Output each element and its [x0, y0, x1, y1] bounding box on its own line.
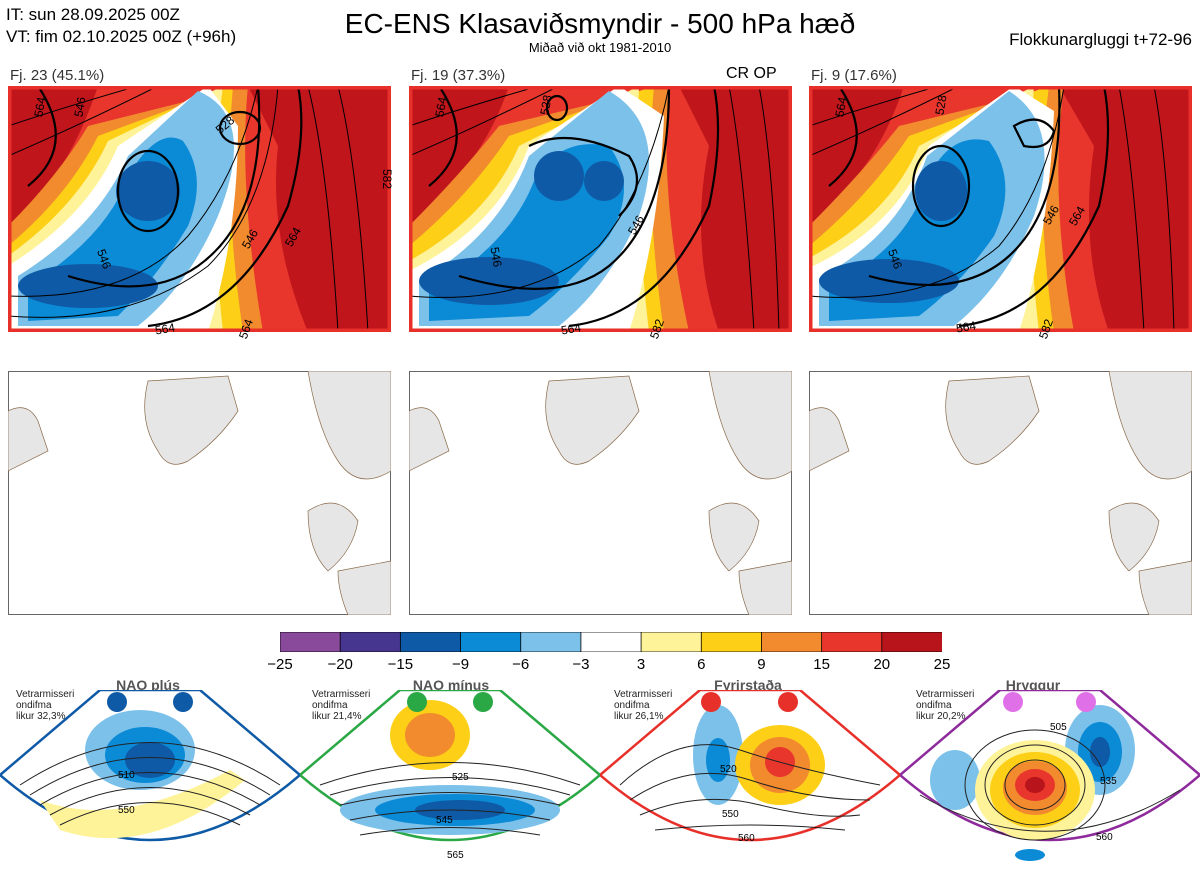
regime-2-marker-left: [407, 692, 427, 712]
regime-4-marker-right: [1076, 692, 1096, 712]
regime-3-marker-left: [701, 692, 721, 712]
colorbar-tick-label: 25: [933, 656, 951, 673]
regime-3-contour-label-2: 550: [722, 809, 739, 820]
regime-4-contour-label-2: 535: [1100, 776, 1117, 787]
regime-2-note: Vetrarmisseri ondifma likur 21,4%: [312, 689, 371, 722]
regime-4-map: 505 535 560: [898, 688, 1200, 876]
colorbar-segment: [399, 631, 462, 653]
regime-4-note: Vetrarmisseri ondifma likur 20,2%: [916, 689, 975, 722]
regime-2-contour-label-1: 525: [452, 772, 469, 783]
regime-2-map: 525 545 565: [298, 688, 602, 876]
colorbar-tick-label: 15: [813, 656, 830, 673]
contour-label: 564: [153, 320, 177, 338]
regime-3-marker-right: [778, 692, 798, 712]
colorbar-tick-label: −9: [451, 656, 470, 673]
regime-3-note: Vetrarmisseri ondifma likur 26,1%: [614, 689, 673, 722]
cluster-2-map: [409, 86, 792, 332]
regime-1-name: NAO plús: [116, 677, 180, 693]
contour-label: 564: [559, 320, 583, 338]
contour-label: 582: [380, 168, 395, 190]
blank-map-2: [409, 371, 792, 615]
colorbar-segment: [580, 631, 642, 653]
colorbar-segment: [339, 631, 402, 653]
regime-2-name: NAO mínus: [412, 677, 490, 693]
regime-4-name: Hryggur: [1005, 677, 1061, 693]
colorbar-tick-label: −20: [327, 656, 353, 673]
colorbar-tick-label: 3: [636, 656, 646, 673]
regime-1-marker-left: [107, 692, 127, 712]
regime-3-contour-label-1: 520: [720, 764, 737, 775]
cluster-contour-labels: 564 546 528 546 546 564 564 564 582 564 528 546 546 5…: [0, 0, 1088, 341]
cluster-window: Flokkunargluggi t+72-96: [1009, 30, 1192, 49]
colorbar-tick-label: −25: [267, 656, 293, 673]
regime-4-contour-label-1: 505: [1050, 722, 1067, 733]
page-title: EC-ENS Klasaviðsmyndir - 500 hPa hæð: [344, 8, 856, 39]
valid-time: VT: fim 02.10.2025 00Z (+96h): [6, 27, 237, 46]
regime-2-contour-label-3: 565: [447, 850, 464, 861]
regime-4-marker-left: [1003, 692, 1023, 712]
cluster-2-op-label: CR OP: [726, 65, 777, 82]
cluster-3-label: Fj. 9 (17.6%): [811, 67, 897, 84]
colorbar-segment: [640, 631, 703, 653]
colorbar: [279, 631, 943, 657]
colorbar-tick-label: 9: [757, 656, 766, 673]
regime-2-marker-right: [473, 692, 493, 712]
cluster-1-label: Fj. 23 (45.1%): [10, 67, 105, 84]
regime-3-map: 520 550 560: [598, 688, 902, 876]
colorbar-segment: [700, 631, 763, 653]
colorbar-tick-label: −3: [572, 656, 590, 673]
header-left: IT: sun 28.09.2025 00Z VT: fim 02.10.202…: [6, 4, 236, 48]
regime-1-note: Vetrarmisseri ondifma likur 32,3%: [16, 689, 75, 722]
regime-2-contour-label-2: 545: [436, 815, 453, 826]
colorbar-segment: [821, 631, 883, 653]
colorbar-segment: [881, 631, 943, 653]
contour-label: 564: [954, 318, 978, 336]
blank-map-3: [809, 371, 1192, 615]
colorbar-segment: [520, 631, 582, 653]
initial-time: IT: sun 28.09.2025 00Z: [6, 5, 180, 24]
regime-3-contour-label-3: 560: [738, 833, 755, 844]
colorbar-tick-label: 20: [873, 656, 891, 673]
regime-4-contour-label-3: 560: [1096, 832, 1113, 843]
colorbar-segment: [460, 631, 522, 653]
colorbar-segment: [279, 631, 342, 653]
cluster-1-map: [8, 86, 391, 332]
regime-1-map: 510 550: [0, 688, 302, 876]
cluster-3-map: [809, 86, 1192, 332]
blank-map-1: [8, 371, 391, 615]
cluster-2-label: Fj. 19 (37.3%): [411, 67, 506, 84]
regime-1-marker-right: [173, 692, 193, 712]
colorbar-segment: [761, 631, 823, 653]
regime-1-contour-label-2: 550: [118, 805, 135, 816]
page-subtitle: Miðað við okt 1981-2010: [528, 40, 672, 55]
regime-1-contour-label-1: 510: [118, 770, 135, 781]
regime-3-name: Fyrirstaða: [714, 677, 782, 693]
colorbar-tick-label: −6: [512, 656, 530, 673]
colorbar-tick-label: −15: [387, 656, 414, 673]
colorbar-tick-label: 6: [697, 656, 706, 673]
